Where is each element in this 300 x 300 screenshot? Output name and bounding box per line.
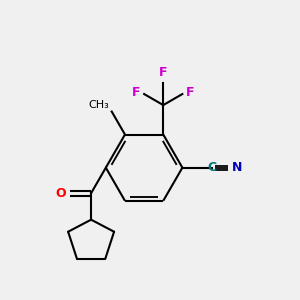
Text: O: O bbox=[56, 187, 66, 200]
Text: F: F bbox=[159, 67, 167, 80]
Text: F: F bbox=[186, 86, 194, 99]
Text: N: N bbox=[232, 161, 242, 174]
Text: C: C bbox=[207, 161, 216, 174]
Text: F: F bbox=[132, 86, 141, 99]
Text: CH₃: CH₃ bbox=[88, 100, 110, 110]
